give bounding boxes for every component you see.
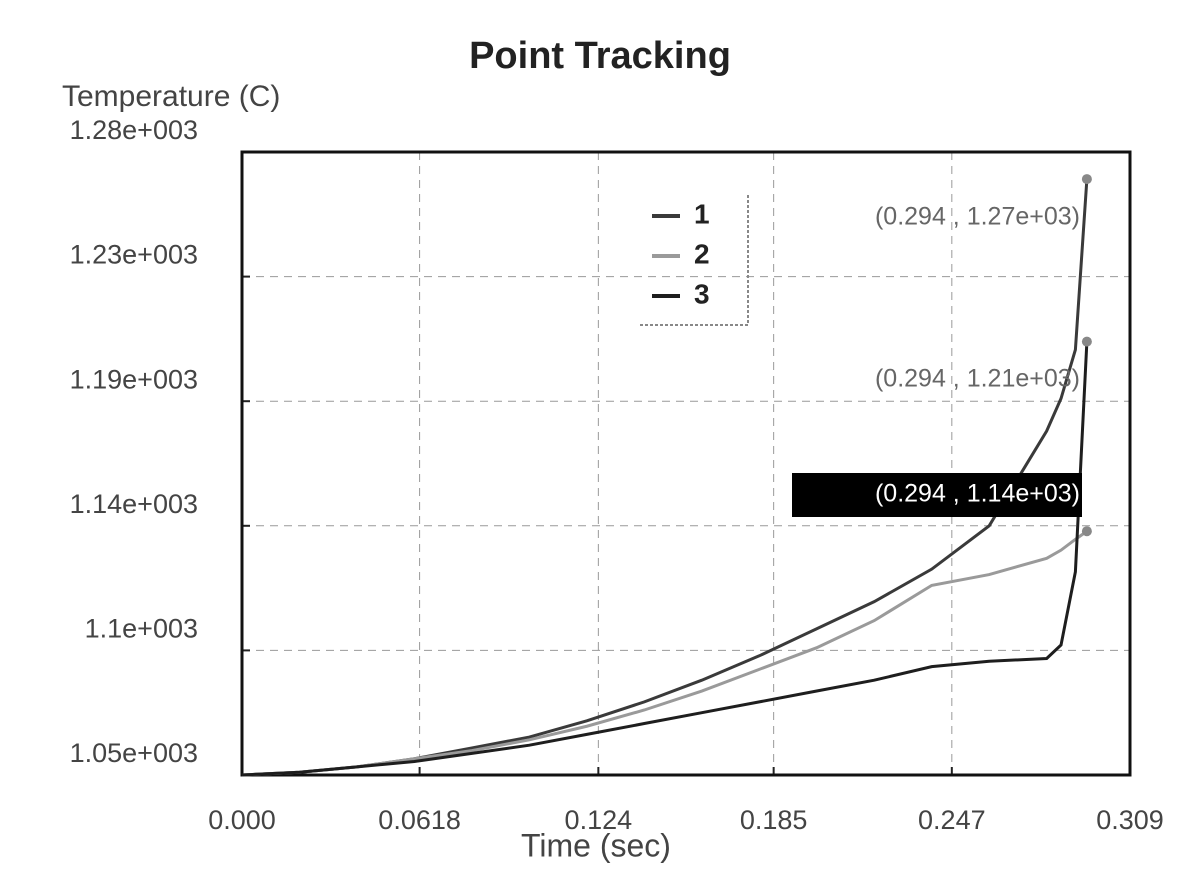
legend-label: 1 <box>694 198 710 229</box>
annotation: (0.294 , 1.21e+03) <box>875 365 1080 393</box>
y-tick-label: 1.1e+003 <box>85 614 198 644</box>
annotation-background <box>792 473 1082 517</box>
x-tick-label: 0.185 <box>740 805 808 835</box>
x-tick-label: 0.124 <box>565 805 633 835</box>
series-line <box>241 341 1089 777</box>
legend-label: 3 <box>694 278 710 309</box>
y-tick-label: 1.14e+003 <box>70 489 198 519</box>
end-marker <box>1081 526 1092 537</box>
series-line <box>241 529 1088 777</box>
end-marker <box>1081 336 1092 347</box>
legend-label: 2 <box>694 238 710 269</box>
x-tick-label: 0.000 <box>208 805 276 835</box>
x-axis-label: Time (sec) <box>521 827 671 863</box>
end-marker <box>1081 174 1092 185</box>
plot-frame <box>240 150 1132 777</box>
y-axis-label: Temperature (C) <box>62 80 280 113</box>
annotation: (0.294 , 1.14e+03) <box>875 480 1080 508</box>
legend-frame <box>640 195 749 326</box>
annotation: (0.294 , 1.27e+03) <box>875 203 1080 231</box>
chart-title: Point Tracking <box>469 35 731 77</box>
y-tick-label: 1.05e+003 <box>70 738 198 768</box>
x-tick-label: 0.0618 <box>378 805 461 835</box>
y-tick-label: 1.23e+003 <box>70 240 198 270</box>
x-tick-label: 0.247 <box>918 805 986 835</box>
legend: 1 2 3 <box>640 195 749 326</box>
x-tick-label: 0.309 <box>1096 805 1164 835</box>
y-tick-label: 1.19e+003 <box>70 364 198 394</box>
y-tick-label: 1.28e+003 <box>70 115 198 145</box>
